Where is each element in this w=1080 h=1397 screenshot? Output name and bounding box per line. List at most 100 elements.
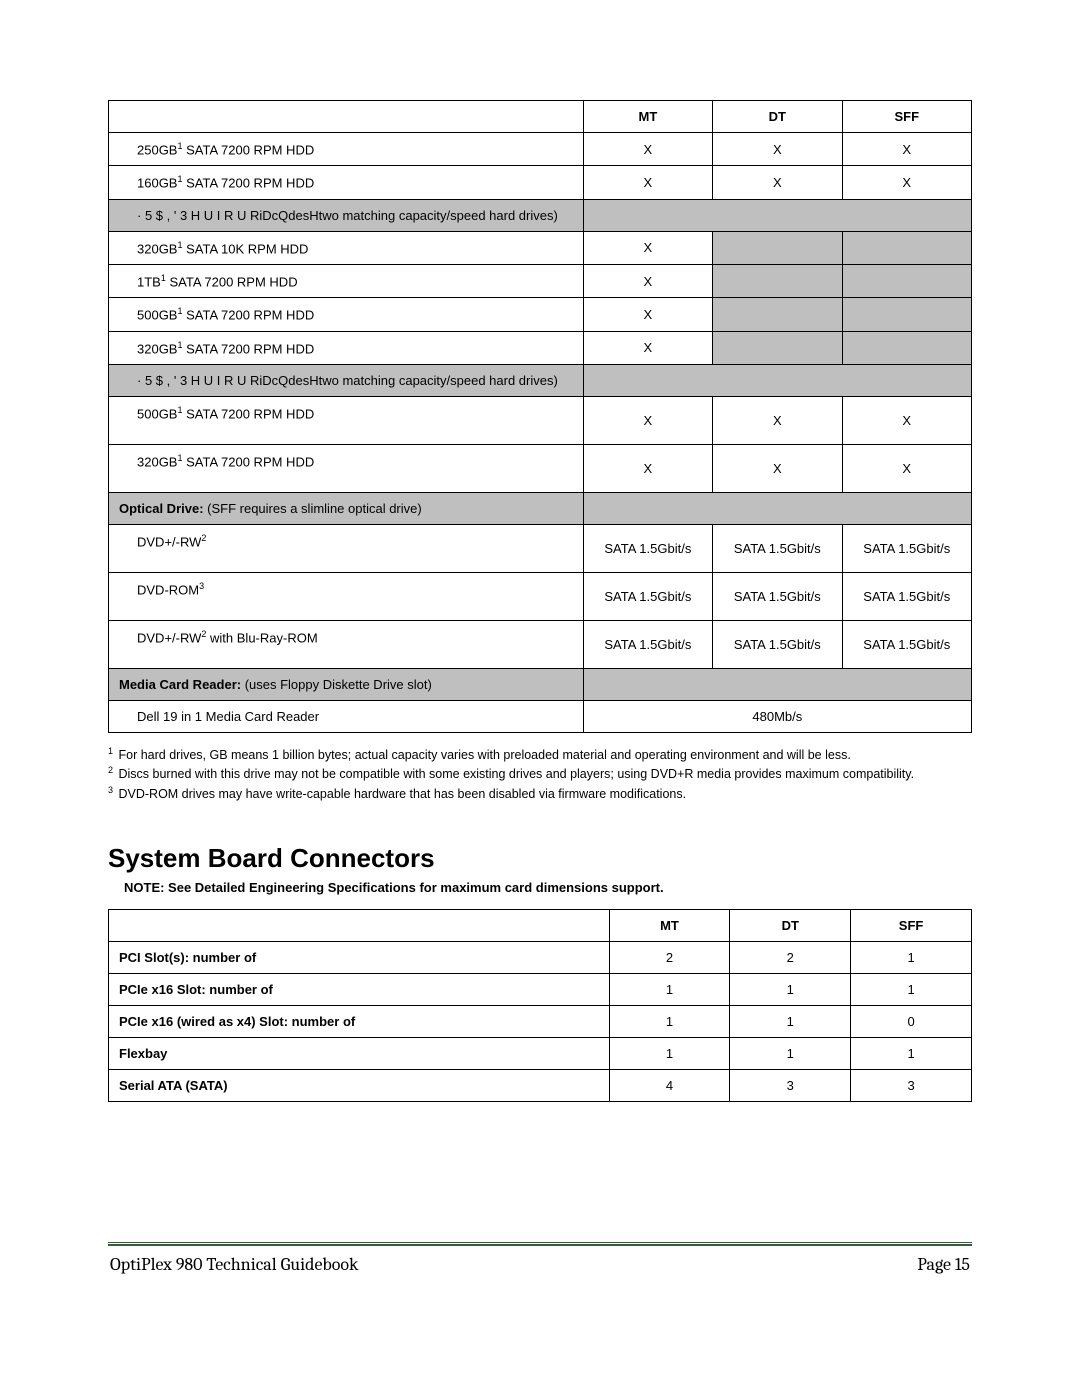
row-label: 500GB1 SATA 7200 RPM HDD [109, 396, 584, 444]
footnote-2: Discs burned with this drive may not be … [115, 767, 914, 781]
row-label: 320GB1 SATA 7200 RPM HDD [109, 444, 584, 492]
footnote-3: DVD-ROM drives may have write-capable ha… [115, 787, 686, 801]
cell-mt: X [583, 298, 712, 331]
table-row: · 5 $ , ' 3 H U I R U RiDcQdesHtwo match… [109, 199, 972, 231]
cell-mt: 1 [609, 973, 730, 1005]
table-row: 250GB1 SATA 7200 RPM HDDXXX [109, 133, 972, 166]
cell-dt: SATA 1.5Gbit/s [713, 620, 842, 668]
cell-dt: SATA 1.5Gbit/s [713, 572, 842, 620]
cell-dt [713, 231, 842, 264]
cell-mt: 1 [609, 1037, 730, 1069]
cell-dt: X [713, 133, 842, 166]
cell-mt: X [583, 166, 712, 199]
cell-sff [842, 298, 971, 331]
cell-mt: X [583, 231, 712, 264]
cell-sff: X [842, 444, 971, 492]
table-row: 500GB1 SATA 7200 RPM HDDX [109, 298, 972, 331]
table-row: 500GB1 SATA 7200 RPM HDDXXX [109, 396, 972, 444]
table-row: 320GB1 SATA 10K RPM HDDX [109, 231, 972, 264]
cell-mt: X [583, 133, 712, 166]
cell-dt: X [713, 166, 842, 199]
cell-sff [842, 264, 971, 297]
group-header-cell: Optical Drive: (SFF requires a slimline … [109, 492, 584, 524]
table-row: Flexbay111 [109, 1037, 972, 1069]
group-span [583, 492, 971, 524]
cell-sff: SATA 1.5Gbit/s [842, 572, 971, 620]
cell-mt: SATA 1.5Gbit/s [583, 524, 712, 572]
merged-value: 480Mb/s [583, 700, 971, 732]
table-header-sff: SFF [842, 101, 971, 133]
cell-dt [713, 264, 842, 297]
cell-dt [713, 331, 842, 364]
cell-dt: 1 [730, 973, 851, 1005]
row-label: DVD-ROM3 [109, 572, 584, 620]
section-note: NOTE: See Detailed Engineering Specifica… [124, 880, 972, 895]
table-row: 1TB1 SATA 7200 RPM HDDX [109, 264, 972, 297]
page-footer: OptiPlex 980 Technical Guidebook Page 15 [108, 1252, 972, 1305]
row-label: Dell 19 in 1 Media Card Reader [109, 700, 584, 732]
cell-sff: 1 [851, 941, 972, 973]
cell-mt: SATA 1.5Gbit/s [583, 620, 712, 668]
table-row: PCIe x16 Slot: number of111 [109, 973, 972, 1005]
cell-sff: 1 [851, 973, 972, 1005]
cell-mt: SATA 1.5Gbit/s [583, 572, 712, 620]
cell-dt: X [713, 396, 842, 444]
table-row: Dell 19 in 1 Media Card Reader480Mb/s [109, 700, 972, 732]
cell-sff: 1 [851, 1037, 972, 1069]
cell-dt [713, 298, 842, 331]
cell-sff: 3 [851, 1069, 972, 1101]
table-row: Media Card Reader: (uses Floppy Diskette… [109, 668, 972, 700]
table-header-dt: DT [713, 101, 842, 133]
section-label: · 5 $ , ' 3 H U I R U RiDcQdesHtwo match… [109, 199, 584, 231]
section-span [583, 364, 971, 396]
footnote-1: For hard drives, GB means 1 billion byte… [115, 748, 851, 762]
row-label: 160GB1 SATA 7200 RPM HDD [109, 166, 584, 199]
cell-dt: SATA 1.5Gbit/s [713, 524, 842, 572]
table2-header-mt: MT [609, 909, 730, 941]
cell-sff: 0 [851, 1005, 972, 1037]
group-header-cell: Media Card Reader: (uses Floppy Diskette… [109, 668, 584, 700]
cell-mt: 2 [609, 941, 730, 973]
table2-header-empty [109, 909, 610, 941]
table-row: PCIe x16 (wired as x4) Slot: number of11… [109, 1005, 972, 1037]
group-subtitle: (uses Floppy Diskette Drive slot) [241, 677, 432, 692]
footnotes: 1 For hard drives, GB means 1 billion by… [108, 745, 972, 803]
row-label: 250GB1 SATA 7200 RPM HDD [109, 133, 584, 166]
cell-dt: 3 [730, 1069, 851, 1101]
row-label: DVD+/-RW2 with Blu-Ray-ROM [109, 620, 584, 668]
table-row: DVD+/-RW2 with Blu-Ray-ROMSATA 1.5Gbit/s… [109, 620, 972, 668]
table-header-mt: MT [583, 101, 712, 133]
section-title: System Board Connectors [108, 843, 972, 874]
row-label: 320GB1 SATA 10K RPM HDD [109, 231, 584, 264]
cell-sff [842, 331, 971, 364]
table-row: DVD-ROM3SATA 1.5Gbit/sSATA 1.5Gbit/sSATA… [109, 572, 972, 620]
cell-dt: X [713, 444, 842, 492]
row-label: PCIe x16 Slot: number of [109, 973, 610, 1005]
row-label: 320GB1 SATA 7200 RPM HDD [109, 331, 584, 364]
group-span [583, 668, 971, 700]
footer-rule [108, 1242, 972, 1246]
group-title: Optical Drive: [119, 501, 204, 516]
cell-dt: 1 [730, 1037, 851, 1069]
table-row: · 5 $ , ' 3 H U I R U RiDcQdesHtwo match… [109, 364, 972, 396]
row-label: 1TB1 SATA 7200 RPM HDD [109, 264, 584, 297]
footer-left: OptiPlex 980 Technical Guidebook [110, 1254, 359, 1275]
cell-dt: 1 [730, 1005, 851, 1037]
cell-mt: 1 [609, 1005, 730, 1037]
footer-right: Page 15 [917, 1254, 970, 1275]
cell-sff: X [842, 396, 971, 444]
group-subtitle: (SFF requires a slimline optical drive) [204, 501, 422, 516]
cell-sff: X [842, 133, 971, 166]
group-title: Media Card Reader: [119, 677, 241, 692]
cell-mt: X [583, 444, 712, 492]
table2-header-dt: DT [730, 909, 851, 941]
table-row: DVD+/-RW2SATA 1.5Gbit/sSATA 1.5Gbit/sSAT… [109, 524, 972, 572]
cell-mt: 4 [609, 1069, 730, 1101]
table2-header-sff: SFF [851, 909, 972, 941]
table-row: Optical Drive: (SFF requires a slimline … [109, 492, 972, 524]
row-label: PCI Slot(s): number of [109, 941, 610, 973]
cell-sff: SATA 1.5Gbit/s [842, 620, 971, 668]
section-span [583, 199, 971, 231]
cell-sff: SATA 1.5Gbit/s [842, 524, 971, 572]
cell-dt: 2 [730, 941, 851, 973]
